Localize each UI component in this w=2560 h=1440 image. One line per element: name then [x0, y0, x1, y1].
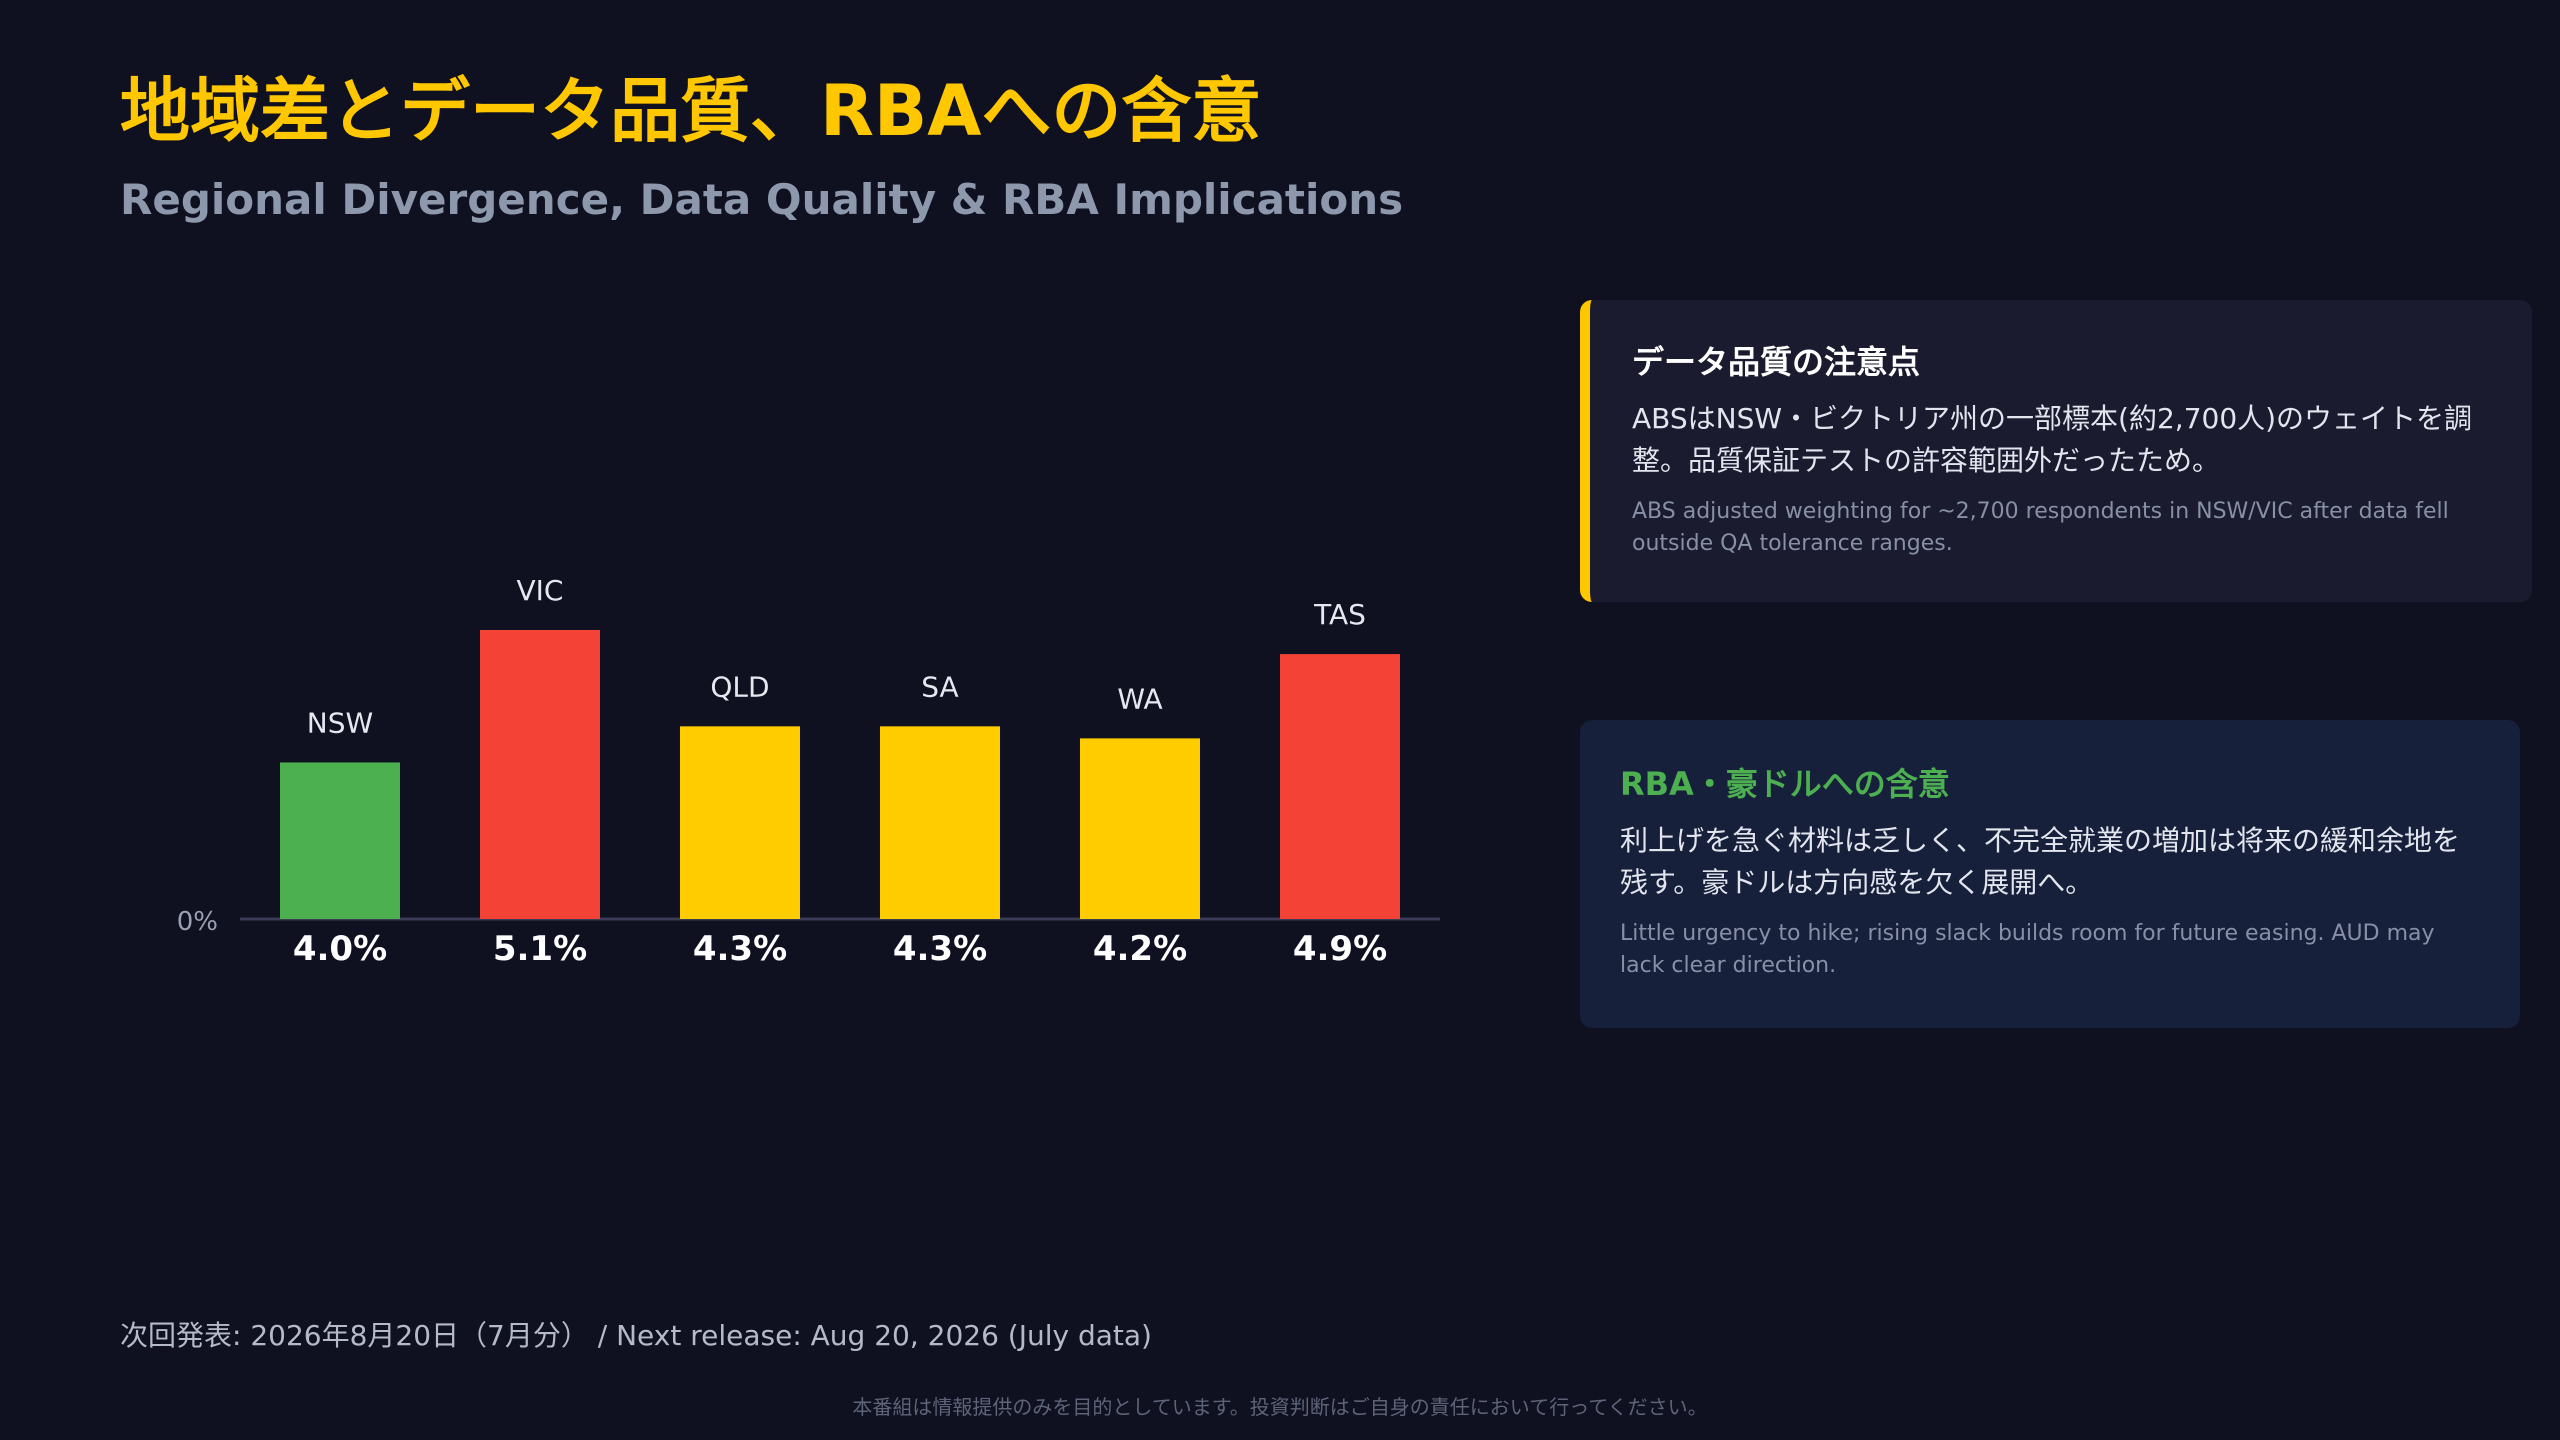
- category-label-nsw: NSW: [307, 706, 373, 739]
- bar-nsw: [280, 762, 400, 919]
- page-title: 地域差とデータ品質、RBAへの含意: [120, 70, 1262, 152]
- category-label-wa: WA: [1117, 682, 1162, 715]
- category-label-qld: QLD: [710, 670, 769, 703]
- bar-sa: [880, 726, 1000, 919]
- category-label-tas: TAS: [1313, 598, 1366, 631]
- value-label-vic: 5.1%: [493, 929, 587, 969]
- bar-group: NSW 4.0% VIC 5.1% QLD 4.3% SA 4.3% WA 4.2% TAS 4.9%: [280, 574, 1400, 969]
- next-release-note: 次回発表: 2026年8月20日（7月分） / Next release: Au…: [120, 1319, 1152, 1352]
- data-quality-card-text-jp: ABSはNSW・ビクトリア州の一部標本(約2,700人)のウェイトを調整。品質保…: [1632, 402, 2473, 477]
- rba-card-text-jp: 利上げを急ぐ材料は乏しく、不完全就業の増加は将来の緩和余地を残す。豪ドルは方向感…: [1620, 824, 2461, 899]
- category-label-vic: VIC: [517, 574, 564, 607]
- disclaimer: 本番組は情報提供のみを目的としています。投資判断はご自身の責任において行ってくだ…: [852, 1395, 1708, 1419]
- value-label-nsw: 4.0%: [293, 929, 387, 969]
- bar-vic: [480, 630, 600, 919]
- bar-tas: [1280, 654, 1400, 919]
- rba-card-title: RBA・豪ドルへの含意: [1620, 765, 1950, 803]
- data-quality-card: データ品質の注意点 ABSはNSW・ビクトリア州の一部標本(約2,700人)のウ…: [1580, 300, 2532, 602]
- regional-bar-chart: 0% NSW 4.0% VIC 5.1% QLD 4.3% SA 4.3% WA 4.2% TAS 4…: [177, 574, 1440, 969]
- value-label-sa: 4.3%: [893, 929, 987, 969]
- rba-card-text-en: Little urgency to hike; rising slack bui…: [1620, 921, 2435, 978]
- value-label-tas: 4.9%: [1293, 929, 1387, 969]
- data-quality-card-text-en: ABS adjusted weighting for ~2,700 respon…: [1632, 499, 2449, 556]
- rba-implications-card: RBA・豪ドルへの含意 利上げを急ぐ材料は乏しく、不完全就業の増加は将来の緩和余…: [1580, 720, 2520, 1028]
- baseline-label: 0%: [177, 907, 218, 937]
- page-subtitle: Regional Divergence, Data Quality & RBA …: [120, 175, 1404, 224]
- data-quality-card-title: データ品質の注意点: [1632, 343, 1921, 381]
- value-label-qld: 4.3%: [693, 929, 787, 969]
- bar-wa: [1080, 738, 1200, 919]
- bar-qld: [680, 726, 800, 919]
- category-label-sa: SA: [921, 670, 958, 703]
- value-label-wa: 4.2%: [1093, 929, 1187, 969]
